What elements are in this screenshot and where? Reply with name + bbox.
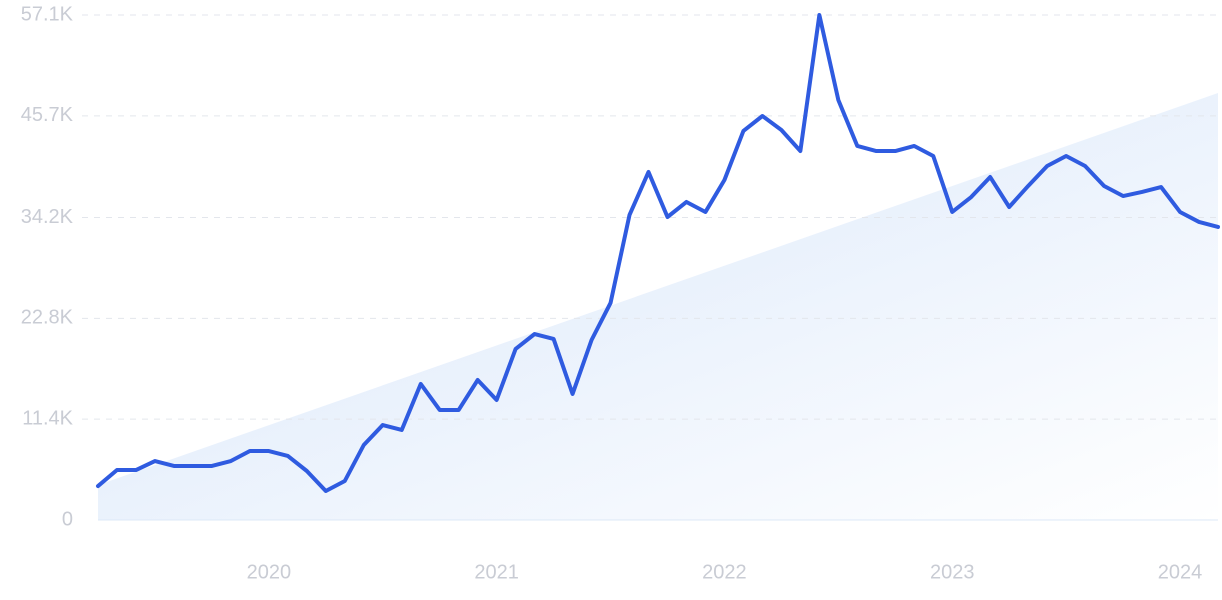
y-tick-label: 0 — [62, 508, 73, 530]
x-tick-label: 2020 — [247, 561, 292, 583]
y-tick-label: 57.1K — [21, 3, 74, 25]
x-tick-label: 2022 — [702, 561, 747, 583]
x-tick-label: 2023 — [930, 561, 975, 583]
x-tick-label: 2021 — [474, 561, 519, 583]
trend-area — [98, 93, 1218, 521]
y-tick-label: 45.7K — [21, 104, 74, 126]
line — [96, 13, 1220, 493]
y-tick-label: 22.8K — [21, 307, 74, 329]
y-tick-label: 11.4K — [22, 407, 73, 429]
y-tick-label: 34.2K — [21, 206, 74, 228]
x-tick-label: 2024 — [1158, 561, 1203, 583]
